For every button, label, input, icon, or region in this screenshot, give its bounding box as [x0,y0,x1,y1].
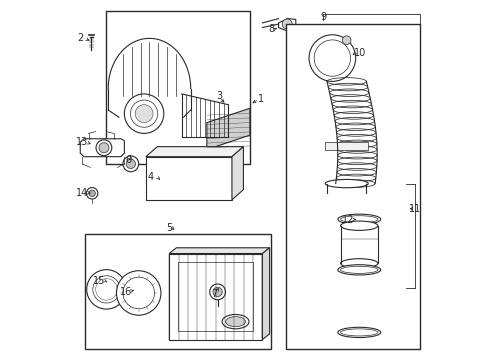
Circle shape [126,159,135,168]
Polygon shape [169,253,262,339]
Ellipse shape [337,214,380,224]
Ellipse shape [337,327,380,338]
Ellipse shape [340,259,377,268]
Text: 1: 1 [258,94,264,104]
Text: 5: 5 [166,223,172,233]
Text: 7: 7 [210,289,217,299]
Circle shape [93,276,120,303]
Circle shape [308,35,355,81]
Circle shape [212,287,222,297]
Circle shape [86,188,98,199]
Text: 6: 6 [124,155,131,165]
Ellipse shape [222,315,248,329]
Text: 8: 8 [267,24,274,35]
Bar [178,262,253,330]
Polygon shape [206,108,249,149]
Ellipse shape [337,265,380,275]
Polygon shape [262,248,269,339]
Text: 10: 10 [353,48,366,58]
Bar [145,157,231,200]
Circle shape [135,105,153,123]
Circle shape [86,270,126,309]
Circle shape [209,284,225,300]
Ellipse shape [325,179,367,188]
Bar [285,24,419,348]
Circle shape [130,100,158,127]
Circle shape [96,140,112,156]
Circle shape [116,271,161,315]
Text: 3: 3 [216,91,222,101]
Circle shape [122,156,139,172]
Polygon shape [231,147,243,200]
Circle shape [342,36,350,44]
Text: 2: 2 [77,33,83,43]
Polygon shape [80,139,124,157]
Bar [325,141,367,150]
Text: 4: 4 [147,172,153,182]
Text: 13: 13 [76,137,88,147]
Circle shape [124,94,163,134]
Text: 14: 14 [76,188,88,198]
Ellipse shape [225,317,245,327]
Bar [85,234,271,348]
Circle shape [282,19,292,29]
Polygon shape [169,248,269,253]
Polygon shape [278,19,295,31]
Text: 16: 16 [120,287,132,297]
Ellipse shape [340,221,377,230]
Circle shape [313,40,350,76]
Text: 9: 9 [320,12,326,22]
Text: 15: 15 [93,276,105,286]
Text: 11: 11 [408,204,421,214]
Bar [106,12,249,164]
Circle shape [96,279,117,300]
Circle shape [89,190,95,197]
Polygon shape [145,147,243,157]
Circle shape [122,277,154,309]
Circle shape [99,143,109,153]
Text: 12: 12 [341,215,353,225]
